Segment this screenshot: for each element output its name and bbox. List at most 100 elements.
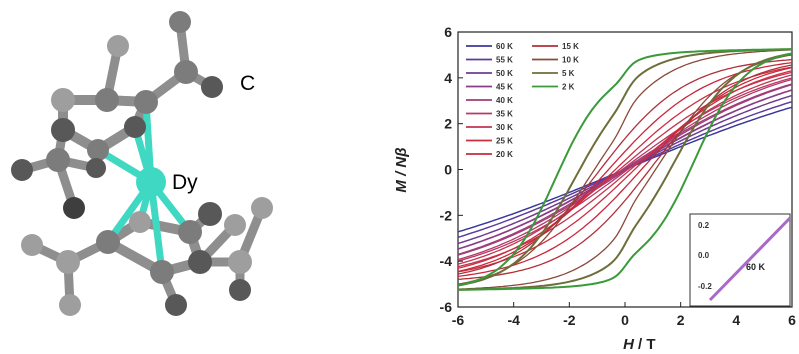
- carbon-atom: [251, 197, 273, 219]
- legend-label: 2 K: [562, 83, 575, 92]
- legend-item: 15 K: [532, 42, 579, 51]
- legend-label: 60 K: [496, 42, 513, 51]
- series-branch-ascending: [458, 52, 792, 291]
- carbon-atom: [107, 35, 129, 57]
- legend-label: 20 K: [496, 150, 513, 159]
- carbon-atom: [178, 220, 202, 244]
- series-2k: [458, 48, 792, 291]
- legend-item: 50 K: [466, 69, 513, 78]
- legend-label: 5 K: [562, 69, 575, 78]
- carbon-atom: [51, 88, 75, 112]
- legend-item: 30 K: [466, 123, 513, 132]
- legend-label: 15 K: [562, 42, 579, 51]
- legend-item: 20 K: [466, 150, 513, 159]
- legend-label: 10 K: [562, 56, 579, 65]
- carbon-atom: [129, 211, 151, 233]
- carbon-atom: [150, 260, 174, 284]
- x-axis-title-symbol: H: [623, 336, 635, 353]
- hysteresis-curves: [458, 48, 792, 291]
- x-tick-label: -2: [563, 312, 576, 328]
- legend-label: 55 K: [496, 56, 513, 65]
- x-tick-label: 4: [732, 312, 740, 328]
- carbon-atom: [96, 230, 120, 254]
- legend: 60 K 55 K 50 K 45 K 40 K 35 K 30 K 25 K 20 K 15 K…: [466, 42, 579, 159]
- x-axis-title-unit: / T: [638, 336, 656, 353]
- legend-item: 35 K: [466, 110, 513, 119]
- carbon-atom: [188, 250, 212, 274]
- series-branch-descending: [458, 66, 792, 269]
- y-tick-label: 0: [444, 162, 452, 178]
- carbon-atom: [169, 11, 191, 33]
- y-tick-label: 4: [444, 70, 452, 86]
- x-tick-label: -4: [507, 312, 520, 328]
- legend-label: 25 K: [496, 137, 513, 146]
- carbon-atom: [46, 148, 70, 172]
- legend-item: 60 K: [466, 42, 513, 51]
- carbon-atom: [198, 202, 222, 226]
- carbon-atom: [228, 250, 252, 274]
- carbon-atom: [229, 279, 251, 301]
- atoms: [11, 11, 273, 316]
- carbon-atom: [59, 294, 81, 316]
- inset-plot: 0.2 0.0 -0.2 60 K: [689, 213, 791, 307]
- legend-item: 25 K: [466, 137, 513, 146]
- legend-item: 5 K: [532, 69, 575, 78]
- carbon-atom: [51, 118, 75, 142]
- legend-label: 40 K: [496, 96, 513, 105]
- carbon-atom: [174, 60, 198, 84]
- y-tick-label: 6: [444, 24, 452, 40]
- series-25k: [458, 66, 792, 273]
- carbon-label: C: [240, 72, 255, 95]
- series-branch-descending: [458, 48, 792, 287]
- inset-y-tick: 0.2: [698, 221, 710, 230]
- series-branch-descending: [458, 77, 792, 261]
- series-40k: [458, 83, 792, 256]
- carbon-atom: [124, 116, 146, 138]
- legend-item: 40 K: [466, 96, 513, 105]
- carbon-atom: [86, 158, 106, 178]
- y-tick-label: 2: [444, 116, 452, 132]
- inset-y-tick: -0.2: [698, 282, 712, 291]
- carbon-atom: [95, 88, 119, 112]
- legend-label: 30 K: [496, 123, 513, 132]
- carbon-atom: [63, 197, 85, 219]
- carbon-atom: [87, 139, 109, 161]
- carbon-atom: [11, 159, 33, 181]
- inset-series-60k: [708, 216, 790, 302]
- inset-y-tick: 0.0: [698, 251, 710, 260]
- x-tick-label: 6: [788, 312, 796, 328]
- axis-ticks: -6 -4 -2 0 2 4 6 6 4 2 0 -2 -4 -6: [440, 24, 797, 328]
- x-tick-label: 0: [621, 312, 629, 328]
- y-axis-title: M / Nβ: [393, 147, 410, 192]
- dy-bond: [147, 178, 166, 276]
- inset-curve: [708, 216, 790, 302]
- legend-item: 55 K: [466, 56, 513, 65]
- series-branch-ascending: [458, 78, 792, 262]
- dysprosium-atom: [136, 167, 166, 197]
- x-tick-label: -6: [452, 312, 465, 328]
- y-tick-label: -4: [440, 253, 453, 269]
- y-tick-label: -6: [440, 299, 453, 315]
- carbon-atom: [165, 294, 187, 316]
- legend-item: 10 K: [532, 56, 579, 65]
- carbon-atom: [134, 90, 158, 114]
- dysprosium-label: Dy: [172, 171, 198, 194]
- inset-label: 60 K: [746, 262, 766, 272]
- series-branch-ascending: [458, 84, 792, 256]
- legend-label: 50 K: [496, 69, 513, 78]
- molecule-structure: C Dy: [11, 11, 273, 316]
- legend-label: 45 K: [496, 83, 513, 92]
- legend-item: 2 K: [532, 83, 575, 92]
- y-tick-label: -2: [440, 207, 453, 223]
- series-branch-ascending: [458, 70, 792, 273]
- inset-frame: [689, 213, 791, 307]
- series-branch-descending: [458, 83, 792, 255]
- carbon-atom: [224, 214, 246, 236]
- hysteresis-chart: -6 -4 -2 0 2 4 6 6 4 2 0 -2 -4 -6 60 K 55 K 50 K 45 K 40 …: [393, 24, 797, 353]
- carbon-atom: [21, 234, 43, 256]
- series-35k: [458, 77, 792, 262]
- carbon-atom: [201, 76, 223, 98]
- x-tick-label: 2: [677, 312, 685, 328]
- legend-item: 45 K: [466, 83, 513, 92]
- carbon-atom: [56, 250, 80, 274]
